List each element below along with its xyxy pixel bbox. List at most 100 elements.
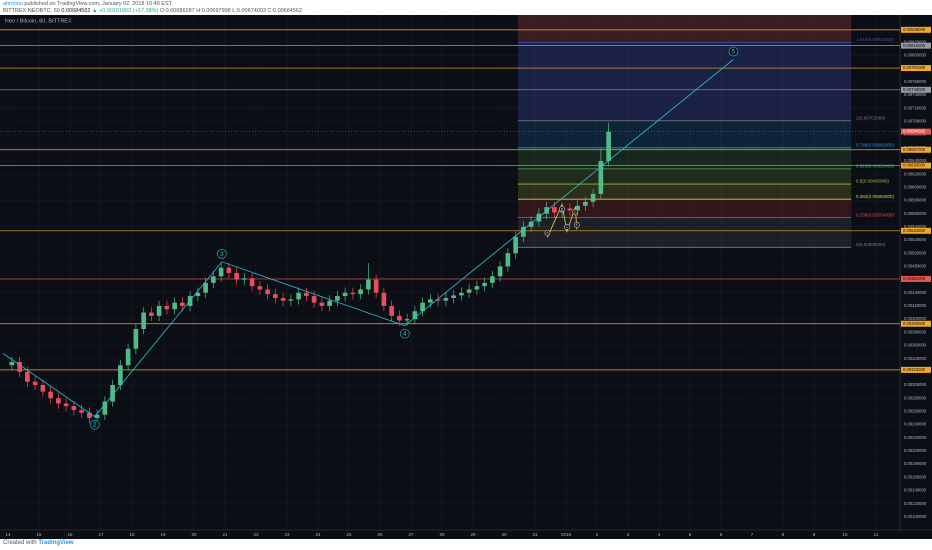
- waves-line: [2, 59, 734, 418]
- y-tick-label: 0.00740000: [904, 92, 927, 97]
- candle-body: [358, 289, 363, 295]
- fib-zone: [517, 168, 852, 185]
- y-tick-label: 0.00440000: [904, 290, 927, 295]
- candle-body: [567, 208, 573, 211]
- triangle-label-ring: [573, 222, 580, 228]
- x-tick-label: 2: [596, 532, 599, 537]
- candle-body: [280, 298, 286, 301]
- level-label: 0.00781000: [903, 65, 926, 70]
- y-tick-label: 0.00480000: [904, 264, 927, 269]
- candle-body: [590, 193, 596, 202]
- candle-body: [304, 292, 309, 297]
- y-tick-label: 0.00700000: [904, 119, 927, 124]
- legend-title: Neo / Bitcoin, 60, BITTREX: [5, 18, 72, 24]
- y-tick-label: 0.00420000: [904, 303, 927, 308]
- ohlc: O:0.00686287 H:0.00697998 L:0.00674003 C…: [159, 8, 303, 14]
- candle-body: [404, 319, 410, 321]
- candle-body: [102, 401, 108, 415]
- waves-label-ring: [399, 328, 410, 339]
- x-tick-label: 18: [129, 532, 135, 537]
- candle-body: [296, 292, 301, 300]
- candle-body: [180, 302, 185, 306]
- candle-body: [172, 302, 177, 310]
- candle-body: [598, 160, 604, 194]
- triangle-label: B: [561, 207, 564, 211]
- candle-body: [412, 311, 418, 320]
- y-tick-label: 0.00540000: [904, 224, 927, 229]
- candle-body: [156, 305, 162, 316]
- x-tick-label: 23: [284, 532, 290, 537]
- fib-label: 0.786(0.00660000): [856, 142, 895, 147]
- candle-body: [583, 201, 588, 206]
- x-tick-label: 10: [842, 532, 848, 537]
- level-label-box: [901, 320, 931, 327]
- y-tick-label: 0.00580000: [904, 198, 927, 203]
- y-tick-label: 0.00640000: [904, 158, 927, 163]
- candle-body: [133, 329, 139, 349]
- symbol-line: BITTREX:NEOBTC, 60 0.00684562 ▲ +0.00101…: [3, 8, 302, 15]
- last-price-label: 0.00684562: [903, 129, 926, 134]
- candle-body: [327, 300, 332, 306]
- candle-body: [226, 267, 232, 273]
- chart-background: [0, 15, 932, 539]
- candle-body: [482, 282, 487, 287]
- triangle-line: [547, 203, 578, 238]
- y-tick-label: 0.00360000: [904, 343, 927, 348]
- triangle-label: D: [574, 210, 577, 214]
- x-tick-label: 30: [501, 532, 507, 537]
- candle-body: [505, 253, 511, 267]
- fib-label: 0.236(0.00554000): [856, 212, 895, 217]
- level-label-box: [901, 366, 931, 373]
- x-tick-label: 26: [377, 532, 383, 537]
- x-tick-label: 25: [346, 532, 352, 537]
- fib-zone: [517, 42, 852, 121]
- candle-body: [17, 361, 22, 372]
- triangle-label-ring: [572, 208, 579, 215]
- x-tick-label: 31: [532, 532, 538, 537]
- candle-body: [48, 391, 53, 399]
- candle-body: [9, 361, 15, 366]
- x-tick-label: 15: [36, 532, 42, 537]
- candle-body: [381, 292, 387, 306]
- candle-body: [521, 226, 526, 237]
- candle-body: [389, 305, 394, 316]
- y-tick-label: 0.00280000: [904, 395, 927, 400]
- x-tick-label: 27: [408, 532, 414, 537]
- candle-body: [606, 131, 611, 161]
- candle-body: [528, 221, 534, 227]
- waves-label: 5: [732, 48, 736, 55]
- x-tick-label: 22: [253, 532, 259, 537]
- fib-label: 1(0.00701000): [856, 115, 886, 120]
- y-tick-label: 0.00180000: [904, 461, 927, 466]
- candle-body: [288, 299, 294, 301]
- x-tick-label: 16: [67, 532, 73, 537]
- candle-body: [366, 279, 371, 290]
- y-tick-label: 0.00260000: [904, 408, 927, 413]
- x-tick-label: 4: [658, 532, 661, 537]
- candle-body: [513, 236, 518, 254]
- triangle-label-ring: [544, 229, 551, 236]
- candle-body: [420, 302, 425, 312]
- chart: Neo / Bitcoin, 60, BITTREX 0.00100000 0.0…: [0, 15, 932, 539]
- candle-body: [265, 289, 270, 295]
- candle-body: [118, 365, 123, 386]
- header: ahmooo published on TradingView.com, Jan…: [3, 1, 302, 15]
- y-tick-label: 0.00100000: [904, 514, 927, 519]
- candle-body: [125, 348, 131, 366]
- candle-body: [373, 279, 379, 293]
- y-tick-label: 0.00120000: [904, 501, 927, 506]
- level-label: 0.00633000: [903, 163, 926, 168]
- level-label-box: [901, 65, 931, 72]
- candle-body: [164, 305, 170, 310]
- candle-body: [94, 414, 100, 418]
- y-tick-label: 0.00400000: [904, 316, 927, 321]
- candle-body: [32, 381, 38, 386]
- y-tick-label: 0.00380000: [904, 329, 927, 334]
- candle-body: [203, 282, 208, 293]
- candle-body: [71, 406, 77, 411]
- y-tick-label: 0.00560000: [904, 211, 927, 216]
- author: ahmooo: [3, 1, 23, 7]
- candle-body: [443, 298, 449, 301]
- triangle-label: C: [566, 225, 569, 229]
- published: published on TradingView.com, January 02…: [24, 1, 173, 7]
